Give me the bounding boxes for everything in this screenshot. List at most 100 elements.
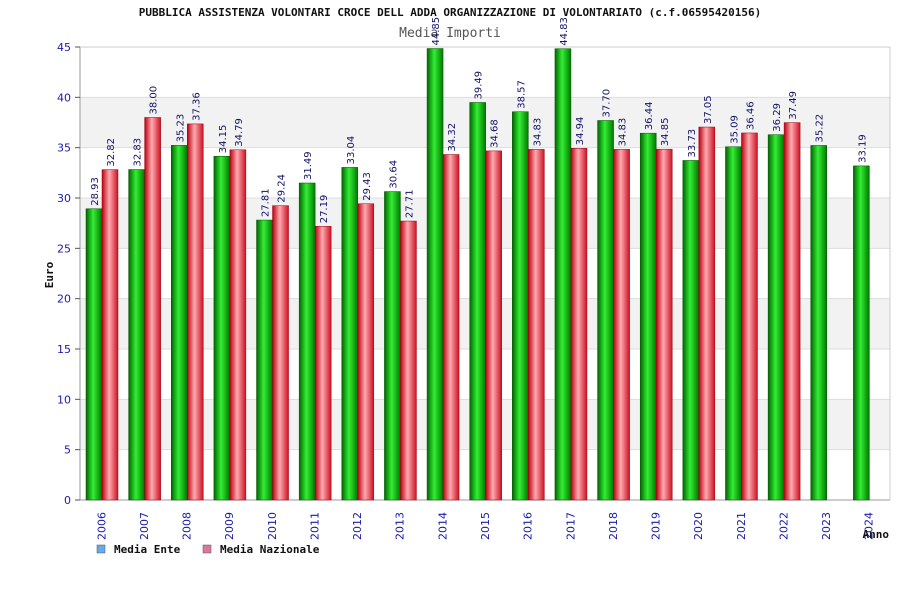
- legend-swatch: [202, 544, 212, 554]
- x-tick-label: 2010: [266, 512, 279, 540]
- bar-media-ente: [341, 167, 359, 501]
- x-tick-label: 2015: [479, 512, 492, 540]
- value-label-media-ente: 33.19: [857, 134, 868, 163]
- bar-media-ente: [213, 155, 231, 501]
- x-tick-label: 2020: [692, 512, 705, 540]
- value-label-media-nazionale: 27.19: [319, 195, 330, 224]
- bar-media-nazionale: [783, 122, 801, 501]
- value-label-media-ente: 28.93: [90, 177, 101, 206]
- bar-media-ente: [597, 120, 614, 501]
- x-tick-label: 2013: [394, 512, 407, 540]
- y-tick-label: 35: [57, 142, 71, 155]
- bar-media-nazionale: [187, 123, 204, 501]
- y-axis-label: Euro: [43, 261, 56, 288]
- value-label-media-ente: 27.81: [261, 188, 272, 217]
- x-tick-label: 2024: [863, 512, 876, 540]
- bar-media-ente: [171, 145, 188, 501]
- value-label-media-nazionale: 32.82: [106, 138, 117, 167]
- bar-media-ente: [512, 111, 529, 501]
- x-tick-label: 2018: [607, 512, 620, 540]
- value-label-media-nazionale: 37.36: [191, 92, 202, 121]
- value-label-media-ente: 33.04: [346, 136, 357, 165]
- bar-media-nazionale: [698, 126, 716, 501]
- value-label-media-ente: 35.09: [729, 115, 740, 144]
- y-axis-ticks: 0 5 10 15 20 25 30 35 40 45: [57, 41, 80, 507]
- x-tick-label: 2014: [436, 512, 449, 540]
- bar-media-ente: [384, 191, 401, 501]
- value-label-media-ente: 33.73: [687, 129, 698, 158]
- value-label-media-ente: 37.70: [602, 89, 613, 118]
- value-label-media-ente: 44.83: [559, 17, 570, 46]
- value-label-media-nazionale: 38.00: [149, 86, 160, 115]
- value-label-media-nazionale: 34.32: [447, 123, 458, 152]
- plot-band: [80, 47, 890, 98]
- value-label-media-nazionale: 34.68: [490, 119, 501, 148]
- bar-media-ente: [639, 132, 657, 501]
- value-label-media-ente: 36.44: [644, 102, 655, 131]
- x-tick-label: 2019: [650, 512, 663, 540]
- bar-media-nazionale: [400, 220, 417, 501]
- y-tick-label: 40: [57, 91, 71, 104]
- legend-label: Media Nazionale: [220, 543, 320, 556]
- value-label-media-ente: 34.15: [218, 125, 229, 154]
- x-tick-label: 2016: [522, 512, 535, 540]
- value-label-media-nazionale: 34.85: [660, 118, 671, 147]
- bar-media-ente: [298, 182, 316, 501]
- bar-media-ente: [554, 48, 572, 501]
- value-label-media-ente: 39.49: [474, 71, 485, 100]
- x-tick-label: 2006: [95, 512, 108, 540]
- y-tick-label: 25: [57, 242, 71, 255]
- value-label-media-nazionale: 34.79: [234, 118, 245, 147]
- y-tick-label: 10: [57, 393, 71, 406]
- bar-media-ente: [128, 169, 145, 501]
- bar-media-nazionale: [442, 154, 460, 501]
- y-tick-label: 0: [64, 494, 71, 507]
- x-axis-label: Anno: [863, 528, 890, 541]
- legend-swatch: [96, 544, 106, 554]
- bar-media-nazionale: [528, 149, 545, 501]
- bar-media-ente: [469, 102, 486, 501]
- bar-media-nazionale: [144, 117, 161, 501]
- value-label-media-ente: 31.49: [303, 151, 314, 180]
- value-label-media-nazionale: 27.71: [404, 189, 415, 218]
- bar-media-ente: [853, 165, 870, 501]
- legend-label: Media Ente: [114, 543, 181, 556]
- bar-media-ente: [426, 48, 444, 501]
- value-label-media-ente: 35.23: [175, 114, 186, 143]
- bar-media-ente: [810, 145, 827, 501]
- bar-media-ente: [767, 134, 785, 501]
- x-tick-label: 2021: [735, 512, 748, 540]
- value-label-media-nazionale: 34.83: [618, 118, 629, 147]
- bar-media-nazionale: [229, 149, 247, 501]
- value-label-media-nazionale: 29.43: [362, 172, 373, 201]
- x-axis-ticks: 2006 2007 2008 2009 2010 2011 2012 2013 2014 2015…: [95, 512, 875, 540]
- value-label-media-nazionale: 37.49: [788, 91, 799, 120]
- x-tick-label: 2012: [351, 512, 364, 540]
- value-label-media-ente: 36.29: [772, 103, 783, 132]
- value-label-media-nazionale: 34.94: [575, 117, 586, 146]
- x-tick-label: 2009: [223, 512, 236, 540]
- bar-media-nazionale: [741, 132, 758, 501]
- value-label-media-ente: 44.85: [431, 17, 442, 46]
- x-tick-label: 2008: [181, 512, 194, 540]
- bar-media-nazionale: [357, 203, 375, 501]
- y-tick-label: 5: [64, 444, 71, 457]
- chart-title: PUBBLICA ASSISTENZA VOLONTARI CROCE DELL…: [139, 6, 762, 19]
- value-label-media-ente: 38.57: [516, 80, 527, 109]
- x-tick-label: 2017: [564, 512, 577, 540]
- y-tick-label: 15: [57, 343, 71, 356]
- value-label-media-nazionale: 29.24: [277, 174, 288, 203]
- bars: [85, 48, 870, 501]
- x-tick-label: 2023: [820, 512, 833, 540]
- y-tick-label: 45: [57, 41, 71, 54]
- value-label-media-ente: 30.64: [388, 160, 399, 189]
- bar-media-nazionale: [570, 148, 588, 501]
- x-tick-label: 2022: [777, 512, 790, 540]
- value-label-media-nazionale: 34.83: [532, 118, 543, 147]
- value-labels: 28.93 32.82 32.83 38.00 35.23 37.36 34.15 34.79…: [90, 17, 868, 223]
- value-label-media-nazionale: 36.46: [745, 101, 756, 130]
- bar-media-nazionale: [485, 150, 502, 501]
- value-label-media-ente: 35.22: [815, 114, 826, 143]
- bar-media-ente: [682, 160, 700, 501]
